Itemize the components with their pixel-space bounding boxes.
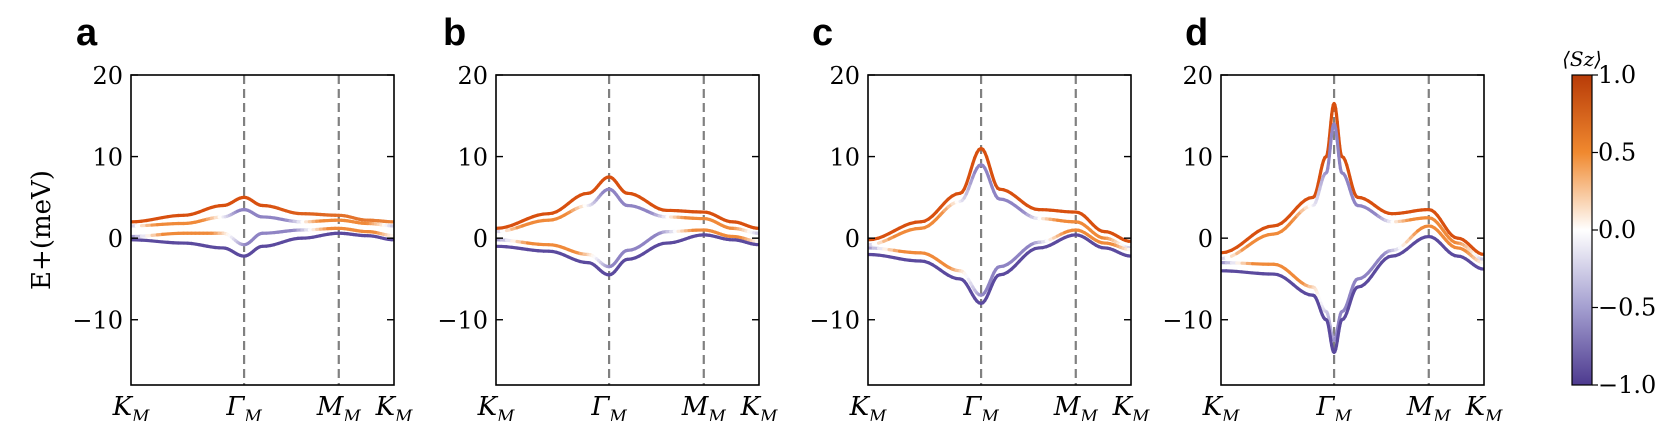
- ytick-label: 10: [457, 144, 488, 172]
- xtick-label: KM: [849, 392, 887, 421]
- xtick-label: KM: [112, 392, 150, 421]
- colorbar-tick-label: −1.0: [1598, 371, 1656, 399]
- ytick-label: 20: [1182, 62, 1213, 90]
- panel-letter-a: a: [76, 12, 98, 54]
- panel-d: d 20 10 0 −10 KM ΓM MM KM: [1162, 12, 1503, 421]
- colorbar-title: ⟨Sz⟩: [1562, 47, 1602, 71]
- axes-frame: [495, 74, 760, 386]
- panel-c: c 20 10 0 −10 KM ΓM MM KM: [809, 12, 1150, 421]
- panel-letter-d: d: [1185, 12, 1208, 54]
- ytick-label: 10: [92, 144, 123, 172]
- xtick-label: ΓM: [590, 392, 627, 421]
- panel-letter-c: c: [812, 12, 833, 54]
- ytick-label: −10: [72, 307, 123, 335]
- ytick-label: 0: [108, 225, 123, 253]
- bands: [496, 175, 759, 277]
- xtick-label: MM: [1406, 392, 1452, 421]
- ytick-label: 0: [1198, 225, 1213, 253]
- y-axis-label: E+(meV): [27, 170, 57, 290]
- xtick-label: KM: [1112, 392, 1150, 421]
- colorbar-tick-label: 0.0: [1598, 216, 1636, 244]
- xtick-label: ΓM: [962, 392, 999, 421]
- axes-frame: [867, 74, 1132, 386]
- xtick-label: KM: [740, 392, 778, 421]
- ytick-label: 0: [845, 225, 860, 253]
- ytick-label: 10: [1182, 144, 1213, 172]
- xtick-label: ΓM: [1315, 392, 1352, 421]
- xtick-label: MM: [681, 392, 727, 421]
- axes-frame: [1220, 74, 1485, 386]
- ytick-label: −10: [809, 307, 860, 335]
- xtick-label: KM: [1202, 392, 1240, 421]
- colorbar-gradient: [1571, 74, 1593, 386]
- axes-frame: [130, 74, 395, 386]
- ytick-label: 0: [473, 225, 488, 253]
- panels: a 20 10 0 −10 KM ΓM MM KM b 20 10 0 −10 KM ΓM MM KM c 20 10 0…: [27, 12, 1503, 421]
- bands: [131, 195, 394, 258]
- xtick-label: MM: [1053, 392, 1099, 421]
- bands: [1221, 101, 1484, 354]
- panel-letter-b: b: [443, 12, 466, 54]
- xtick-label: KM: [1465, 392, 1503, 421]
- bands: [868, 146, 1131, 306]
- ytick-label: 20: [829, 62, 860, 90]
- panel-a: a 20 10 0 −10 KM ΓM MM KM: [72, 12, 413, 421]
- ytick-label: 10: [829, 144, 860, 172]
- ytick-label: −10: [1162, 307, 1213, 335]
- ytick-label: 20: [92, 62, 123, 90]
- ytick-label: −10: [437, 307, 488, 335]
- colorbar-tick-label: −0.5: [1598, 294, 1656, 322]
- ytick-label: 20: [457, 62, 488, 90]
- panel-b: b 20 10 0 −10 KM ΓM MM KM: [437, 12, 778, 421]
- xtick-label: KM: [477, 392, 515, 421]
- xtick-label: ΓM: [225, 392, 262, 421]
- colorbar-tick-label: 1.0: [1598, 61, 1636, 89]
- xtick-label: MM: [316, 392, 362, 421]
- xtick-label: KM: [375, 392, 413, 421]
- colorbar: ⟨Sz⟩ 1.0 0.5 0.0 −0.5 −1.0: [1562, 47, 1656, 399]
- colorbar-tick-label: 0.5: [1598, 139, 1636, 167]
